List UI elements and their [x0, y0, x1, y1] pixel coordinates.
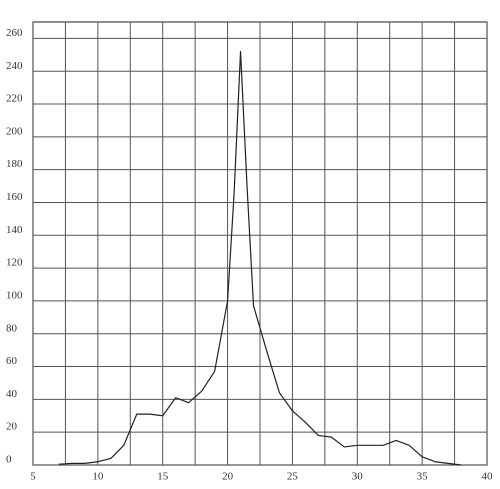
x-tick-label: 30	[352, 471, 364, 483]
y-tick-label: 20	[6, 421, 18, 433]
y-tick-label: 220	[6, 93, 23, 105]
y-tick-label: 160	[6, 191, 23, 203]
x-tick-label: 10	[92, 471, 104, 483]
y-tick-label: 80	[6, 322, 18, 334]
x-tick-label: 15	[157, 471, 169, 483]
y-tick-label: 180	[6, 158, 23, 170]
data-line	[58, 50, 462, 466]
y-tick-label: 100	[6, 289, 23, 301]
y-tick-label: 240	[6, 60, 23, 72]
x-tick-label: 40	[482, 471, 494, 483]
x-tick-label: 35	[417, 471, 429, 483]
x-tick-label: 25	[287, 471, 299, 483]
x-tick-label: 5	[30, 471, 36, 483]
y-tick-label: 140	[6, 224, 23, 236]
y-tick-label: 40	[6, 388, 18, 400]
y-tick-label: 60	[6, 355, 18, 367]
y-tick-label: 0	[6, 454, 12, 466]
y-tick-label: 200	[6, 125, 23, 137]
x-tick-label: 20	[222, 471, 234, 483]
y-tick-label: 260	[6, 27, 23, 39]
y-tick-label: 120	[6, 257, 23, 269]
